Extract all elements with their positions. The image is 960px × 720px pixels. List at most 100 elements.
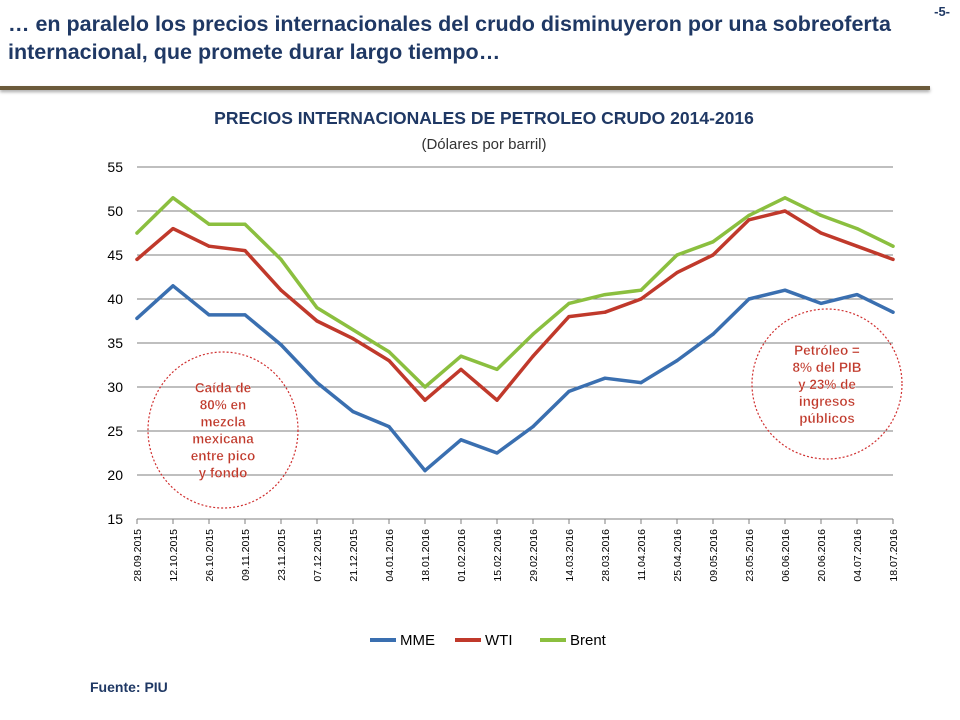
y-tick-label: 25	[107, 423, 123, 439]
data-point-wti	[819, 231, 823, 235]
data-point-wti	[531, 354, 535, 358]
data-point-wti	[351, 337, 355, 341]
y-tick-label: 50	[107, 203, 123, 219]
data-point-mme	[171, 284, 175, 288]
x-tick-label: 18.07.2016	[888, 529, 900, 582]
data-point-brent	[567, 301, 571, 305]
data-point-wti	[387, 359, 391, 363]
x-tick-label: 09.11.2015	[240, 529, 252, 581]
x-tick-label: 29.02.2016	[528, 529, 540, 582]
header-divider	[0, 86, 930, 90]
data-point-brent	[351, 328, 355, 332]
y-tick-label: 45	[107, 247, 123, 263]
data-point-mme	[243, 313, 247, 317]
data-point-brent	[531, 332, 535, 336]
x-tick-label: 14.03.2016	[564, 529, 576, 582]
y-tick-label: 40	[107, 291, 123, 307]
x-tick-label: 11.04.2016	[636, 529, 648, 581]
data-point-wti	[675, 271, 679, 275]
x-tick-label: 28.03.2016	[600, 529, 612, 582]
data-point-mme	[531, 425, 535, 429]
annotation-mme-drop-text: y fondo	[199, 466, 248, 481]
x-tick-label: 04.07.2016	[852, 529, 864, 582]
data-point-wti	[603, 310, 607, 314]
data-point-brent	[387, 350, 391, 354]
data-point-mme	[207, 313, 211, 317]
x-tick-label: 12.10.2015	[168, 529, 180, 582]
annotation-oil-gdp-text: y 23% de	[798, 377, 856, 392]
annotation-oil-gdp-text: 8% del PIB	[792, 360, 861, 375]
data-point-mme	[891, 310, 895, 314]
data-point-brent	[279, 257, 283, 261]
x-tick-label: 15.02.2016	[492, 529, 504, 582]
data-point-wti	[279, 288, 283, 292]
data-point-mme	[135, 316, 139, 320]
x-tick-label: 28.09.2015	[132, 529, 144, 582]
source-note: Fuente: PIU	[90, 679, 168, 695]
data-point-brent	[459, 354, 463, 358]
annotation-mme-drop-circle	[147, 351, 299, 509]
annotation-mme-drop-text: mezcla	[200, 415, 246, 430]
data-point-brent	[639, 288, 643, 292]
data-point-mme	[783, 288, 787, 292]
chart-subtitle: (Dólares por barril)	[421, 136, 547, 153]
data-point-brent	[135, 231, 139, 235]
y-tick-label: 35	[107, 335, 123, 351]
data-point-wti	[135, 257, 139, 261]
series-line-wti	[135, 209, 895, 402]
slide-headline: … en paralelo los precios internacionale…	[8, 12, 891, 64]
data-point-wti	[891, 257, 895, 261]
x-tick-label: 01.02.2016	[456, 529, 468, 582]
data-point-wti	[459, 367, 463, 371]
data-point-brent	[171, 196, 175, 200]
data-point-brent	[603, 293, 607, 297]
legend-label-mme: MME	[400, 632, 435, 649]
data-point-brent	[783, 196, 787, 200]
data-point-mme	[423, 469, 427, 473]
data-point-wti	[171, 227, 175, 231]
data-point-mme	[315, 381, 319, 385]
data-point-brent	[423, 385, 427, 389]
data-point-wti	[747, 218, 751, 222]
x-tick-label: 23.11.2015	[276, 529, 288, 581]
data-point-mme	[351, 410, 355, 414]
x-tick-label: 09.05.2016	[708, 529, 720, 582]
data-point-mme	[711, 332, 715, 336]
x-tick-label: 20.06.2016	[816, 529, 828, 582]
data-point-mme	[819, 301, 823, 305]
data-point-wti	[639, 297, 643, 301]
data-point-mme	[495, 451, 499, 455]
legend-label-brent: Brent	[570, 632, 607, 649]
annotation-oil-gdp-circle	[751, 308, 903, 460]
series-line-mme	[135, 284, 895, 473]
data-point-brent	[747, 213, 751, 217]
chart-title: PRECIOS INTERNACIONALES DE PETROLEO CRUD…	[214, 108, 754, 128]
y-tick-label: 55	[107, 159, 123, 175]
x-tick-label: 26.10.2015	[204, 529, 216, 582]
annotation-mme-drop-text: entre pico	[191, 449, 256, 464]
data-point-mme	[639, 381, 643, 385]
data-point-wti	[567, 315, 571, 319]
data-point-mme	[567, 389, 571, 393]
data-point-brent	[711, 240, 715, 244]
data-point-brent	[315, 306, 319, 310]
data-point-wti	[783, 209, 787, 213]
data-point-brent	[855, 227, 859, 231]
y-tick-label: 30	[107, 379, 123, 395]
data-point-wti	[423, 398, 427, 402]
series-line-brent	[135, 196, 895, 389]
data-point-mme	[603, 376, 607, 380]
x-tick-label: 06.06.2016	[780, 529, 792, 582]
data-point-brent	[675, 253, 679, 257]
y-tick-label: 20	[107, 467, 123, 483]
data-point-mme	[387, 425, 391, 429]
annotation-oil-gdp-text: Petróleo =	[794, 343, 860, 358]
data-point-brent	[819, 213, 823, 217]
x-tick-label: 23.05.2016	[744, 529, 756, 582]
annotation-mme-drop-text: mexicana	[192, 432, 254, 447]
data-point-brent	[495, 367, 499, 371]
annotation-mme-drop-text: Caída de	[195, 381, 252, 396]
data-point-brent	[207, 222, 211, 226]
y-tick-label: 15	[107, 511, 123, 527]
